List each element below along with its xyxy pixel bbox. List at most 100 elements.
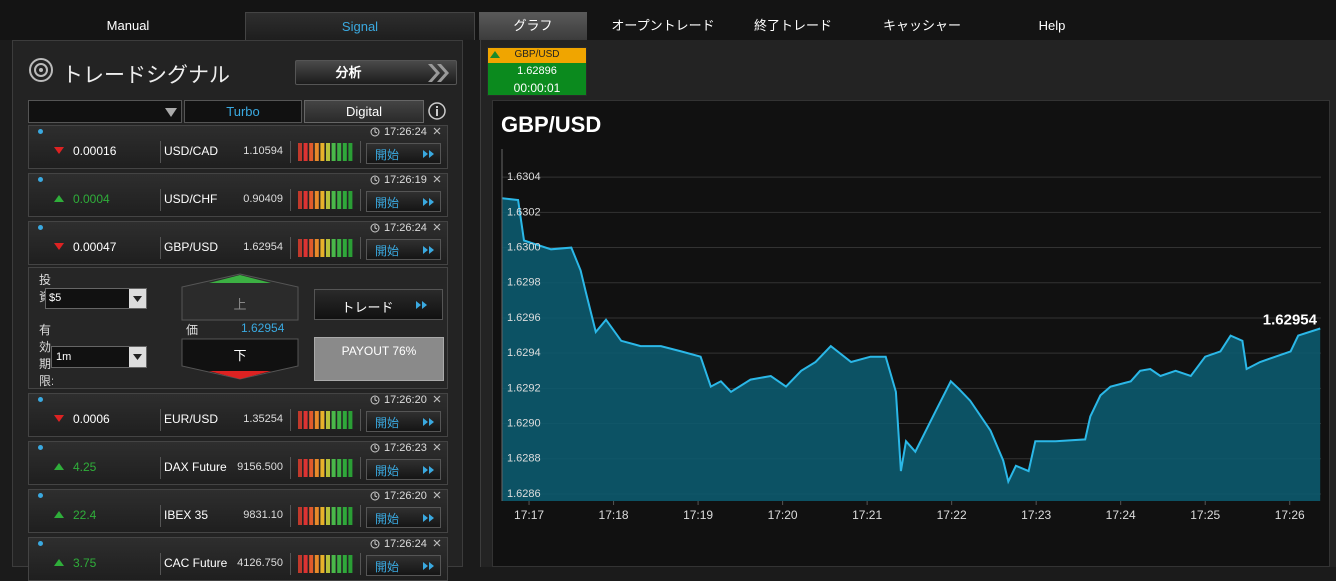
meter-bar xyxy=(320,239,325,257)
nav-tab[interactable]: オープントレード xyxy=(611,18,715,33)
select-arrow-box xyxy=(129,347,146,367)
area-fill xyxy=(502,198,1321,502)
meter-bar xyxy=(337,555,342,573)
clock-icon xyxy=(370,491,380,501)
meter-bar xyxy=(314,459,319,477)
up-button[interactable] xyxy=(181,273,299,321)
chevron xyxy=(423,514,434,522)
meter-bar xyxy=(309,411,314,429)
status-dot xyxy=(38,541,43,546)
up-triangle xyxy=(209,275,271,283)
start-button[interactable]: 開始 xyxy=(366,507,441,528)
info-dot xyxy=(436,106,438,108)
start-button[interactable]: 開始 xyxy=(366,459,441,480)
down-button[interactable] xyxy=(181,338,299,380)
signal-meter xyxy=(298,143,353,161)
close-icon xyxy=(433,539,441,547)
status-dot xyxy=(38,493,43,498)
signal-price: 1.10594 xyxy=(243,145,283,157)
logo-dot xyxy=(39,68,43,72)
meter-bar xyxy=(314,411,319,429)
meter-bar xyxy=(337,143,342,161)
nav-tab[interactable]: キャッシャー xyxy=(882,18,961,33)
separator xyxy=(360,237,361,259)
meter-bar xyxy=(309,191,314,209)
clock-icon xyxy=(370,395,380,405)
x-tick-label: 17:26 xyxy=(1275,508,1305,522)
status-dot xyxy=(38,225,43,230)
clock-hands xyxy=(374,397,378,402)
meter-bar xyxy=(320,411,325,429)
ticker-arrow xyxy=(490,51,500,58)
chevron-icon xyxy=(423,246,434,254)
close-icon xyxy=(433,395,441,403)
clock-face xyxy=(370,395,380,405)
start-button[interactable]: 開始 xyxy=(366,143,441,164)
trade-label: トレード xyxy=(341,300,394,315)
meter-bar xyxy=(348,239,353,257)
expiry-select[interactable]: 1m xyxy=(51,346,147,368)
separator xyxy=(160,141,161,163)
signal-time: 17:26:24 xyxy=(384,538,427,550)
up-label[interactable]: 上 xyxy=(233,297,247,312)
x-tick-label: 17:18 xyxy=(599,508,629,522)
signal-symbol: USD/CAD xyxy=(164,144,219,158)
signal-change: 0.0004 xyxy=(73,192,110,206)
direction-arrow xyxy=(54,463,64,470)
close-icon xyxy=(433,223,441,231)
start-label: 開始 xyxy=(375,244,400,258)
meter-bar xyxy=(314,239,319,257)
clock-icon xyxy=(370,539,380,549)
clock-face xyxy=(370,539,380,549)
signal-symbol: IBEX 35 xyxy=(164,508,209,522)
invest-select[interactable]: $5 xyxy=(45,288,147,309)
analyze-label: 分析 xyxy=(335,65,362,80)
start-button[interactable]: 開始 xyxy=(366,555,441,576)
close-x xyxy=(433,539,441,547)
separator xyxy=(360,457,361,479)
down-label[interactable]: 下 xyxy=(233,348,247,363)
signal-price: 4126.750 xyxy=(237,557,283,569)
info-icon xyxy=(428,102,446,120)
nav-tab[interactable]: Manual xyxy=(106,18,150,33)
nav-tab[interactable]: 終了トレード xyxy=(753,18,832,33)
arrow xyxy=(54,195,64,202)
close-x xyxy=(433,443,441,451)
meter-bar xyxy=(298,507,302,525)
filter-select[interactable] xyxy=(28,100,182,123)
meter-bar xyxy=(303,191,308,209)
start-button[interactable]: 開始 xyxy=(366,239,441,260)
chevron-icon xyxy=(423,466,434,474)
start-button[interactable]: 開始 xyxy=(366,191,441,212)
signal-time: 17:26:20 xyxy=(384,394,427,406)
meter-bar xyxy=(342,507,347,525)
chevron xyxy=(423,246,434,254)
top-nav: Manual Signal グラフ オープントレード 終了トレード キャッシャー Help xyxy=(0,0,1336,40)
nav-tab[interactable]: Help xyxy=(1038,18,1066,33)
nav-tab[interactable]: Signal xyxy=(245,12,475,40)
nav-tab[interactable]: グラフ xyxy=(479,12,587,40)
y-tick-label: 1.6302 xyxy=(507,206,541,218)
y-tick-label: 1.6286 xyxy=(507,488,541,500)
analyze-chevrons xyxy=(428,64,449,82)
start-button[interactable]: 開始 xyxy=(366,411,441,432)
signal-row: 17:26:20 0.0006 EUR/USD 1.35254 開始 xyxy=(28,393,448,437)
chart-container: GBP/USD 1.62954 1.6304 1.6302 1.6300 1.6298 1.… xyxy=(492,100,1330,567)
signal-row: 17:26:19 0.0004 USD/CHF 0.90409 開始 xyxy=(28,173,448,217)
meter-bar xyxy=(331,459,336,477)
meter-bar xyxy=(331,239,336,257)
arrow xyxy=(54,559,64,566)
y-tick-label: 1.6304 xyxy=(507,171,541,183)
select-arrow-box xyxy=(129,289,146,308)
arrow xyxy=(54,415,64,422)
status-dot xyxy=(38,445,43,450)
filter-tab[interactable]: Digital xyxy=(304,100,424,123)
ticker-box[interactable]: GBP/USD 1.62896 00:00:01 xyxy=(487,47,587,96)
trade-button[interactable]: トレード xyxy=(314,289,443,320)
price-label: 価 xyxy=(186,323,199,337)
analyze-button[interactable]: 分析 xyxy=(295,60,457,85)
filter-tab[interactable]: Turbo xyxy=(184,100,302,123)
start-label: 開始 xyxy=(375,512,400,526)
